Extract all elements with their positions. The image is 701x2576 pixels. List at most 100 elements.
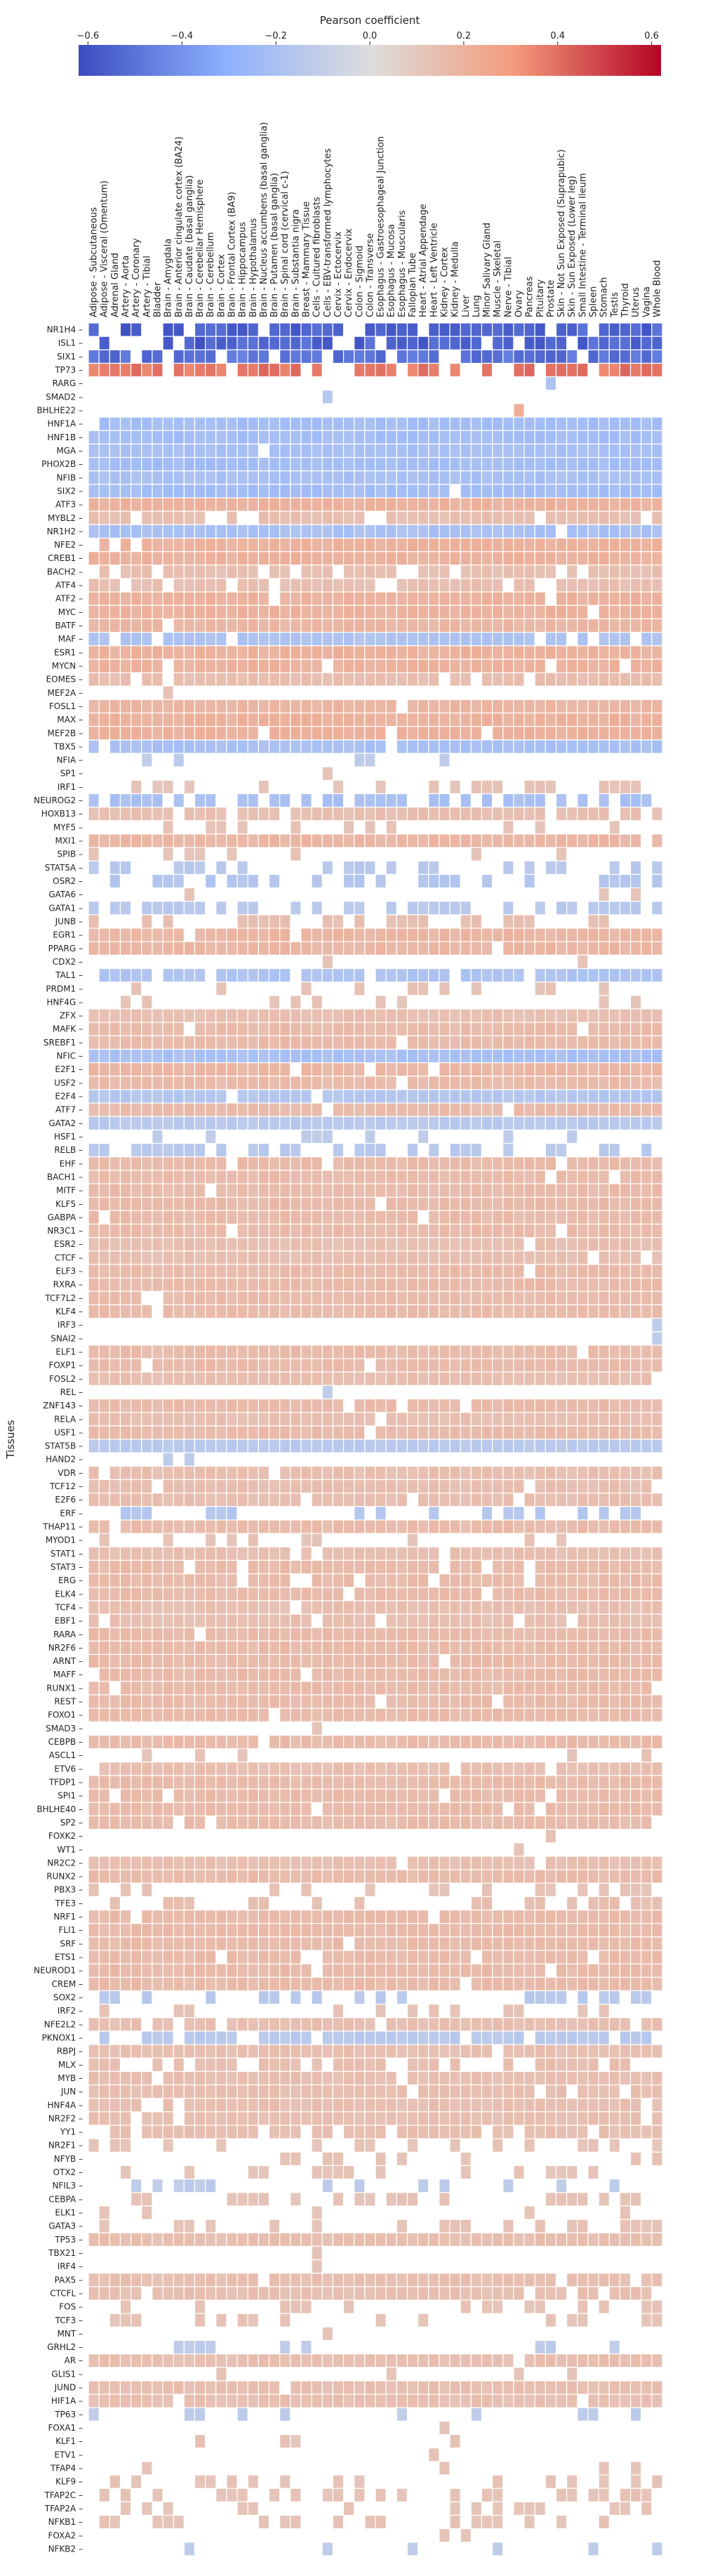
heatmap-cell [460, 443, 472, 458]
heatmap-cell [342, 1290, 355, 1306]
heatmap-cell [364, 712, 376, 727]
heatmap-cell [152, 1022, 163, 1036]
heatmap-cell [396, 1250, 408, 1265]
heatmap-cell [619, 1358, 632, 1373]
heatmap-cell [566, 1439, 578, 1453]
heatmap-cell [364, 1210, 376, 1225]
heatmap-cell [88, 1035, 100, 1050]
heatmap-cell [608, 1264, 621, 1279]
heatmap-cell [375, 632, 387, 647]
heatmap-cell [215, 982, 227, 996]
y-tick-label: ATF7 – [55, 1105, 83, 1115]
y-tick-label: HNF4A – [47, 2100, 83, 2110]
heatmap-cell [162, 1183, 174, 1198]
heatmap-cell [119, 672, 132, 687]
heatmap-cell [492, 1667, 504, 1682]
heatmap-cell [342, 1681, 355, 1696]
heatmap-cell [364, 1788, 376, 1803]
heatmap-cell [88, 1264, 100, 1279]
heatmap-cell [300, 470, 312, 485]
heatmap-cell [406, 967, 419, 983]
heatmap-cell [608, 873, 621, 889]
heatmap-cell [332, 699, 345, 714]
heatmap-cell [555, 1022, 568, 1036]
heatmap-cell [417, 1129, 429, 1144]
heatmap-cell [481, 1290, 493, 1306]
heatmap-cell [290, 901, 302, 916]
heatmap-cell [587, 1667, 599, 1682]
heatmap-cell [492, 1008, 504, 1023]
heatmap-cell [555, 632, 568, 647]
heatmap-cell [194, 456, 206, 472]
heatmap-cell [321, 443, 334, 458]
heatmap-cell [534, 618, 546, 633]
heatmap-cell [534, 1116, 546, 1130]
heatmap-cell [226, 927, 238, 942]
heatmap-cell [513, 927, 525, 942]
heatmap-cell [236, 1062, 248, 1077]
heatmap-cell [385, 551, 397, 566]
heatmap-cell [119, 1681, 132, 1696]
heatmap-cell [555, 1653, 568, 1669]
heatmap-cell [481, 672, 493, 687]
heatmap-cell [236, 1667, 248, 1682]
heatmap-cell [268, 510, 281, 525]
heatmap-cell [555, 1076, 568, 1090]
heatmap-cell [449, 1681, 461, 1696]
heatmap-cell [439, 1775, 450, 1790]
heatmap-cell [587, 1170, 599, 1184]
heatmap-cell [470, 645, 483, 660]
heatmap-cell [109, 470, 121, 485]
heatmap-cell [608, 1627, 621, 1642]
heatmap-cell [300, 967, 312, 983]
heatmap-cell [492, 510, 504, 525]
heatmap-cell [215, 1573, 227, 1588]
heatmap-cell [555, 793, 568, 808]
heatmap-cell [205, 497, 217, 512]
heatmap-cell [577, 1815, 589, 1830]
heatmap-cell [651, 941, 663, 956]
heatmap-cell [555, 967, 568, 983]
heatmap-cell [364, 1371, 376, 1386]
heatmap-cell [598, 645, 610, 660]
heatmap-cell [173, 510, 185, 525]
heatmap-cell [364, 484, 376, 498]
heatmap-cell [598, 779, 610, 795]
heatmap-cell [354, 632, 366, 647]
heatmap-cell [598, 591, 610, 606]
heatmap-cell [173, 1210, 185, 1225]
heatmap-cell [577, 1734, 589, 1750]
heatmap-cell [194, 1358, 206, 1373]
y-tick-label: SP1 – [60, 769, 83, 779]
heatmap-cell [364, 1412, 376, 1427]
heatmap-cell [354, 1896, 366, 1911]
heatmap-cell [152, 941, 163, 956]
heatmap-cell [651, 1439, 663, 1453]
heatmap-cell [98, 1196, 110, 1211]
heatmap-cell [183, 967, 196, 983]
y-tick-label: ATF3 – [55, 500, 83, 510]
heatmap-cell [162, 1290, 174, 1306]
heatmap-cell [88, 739, 100, 754]
heatmap-cell [460, 699, 472, 714]
heatmap-cell [119, 416, 132, 431]
heatmap-cell [375, 1223, 387, 1239]
heatmap-cell [205, 1762, 217, 1776]
heatmap-cell [332, 632, 345, 647]
heatmap-cell [396, 1196, 408, 1211]
heatmap-cell [258, 941, 270, 956]
heatmap-cell [502, 1035, 514, 1050]
heatmap-cell [141, 564, 153, 579]
heatmap-cell [311, 430, 323, 445]
heatmap-cell [577, 712, 589, 727]
x-tick-label: Fallopian Tube [408, 253, 418, 317]
heatmap-cell [152, 1573, 163, 1588]
heatmap-cell [396, 927, 408, 942]
heatmap-cell [417, 1035, 429, 1050]
heatmap-cell [385, 1089, 397, 1104]
heatmap-cell [247, 1546, 259, 1561]
heatmap-cell [194, 551, 206, 566]
heatmap-cell [502, 1048, 514, 1064]
heatmap-cell [385, 1546, 397, 1561]
heatmap-cell [641, 1653, 653, 1669]
